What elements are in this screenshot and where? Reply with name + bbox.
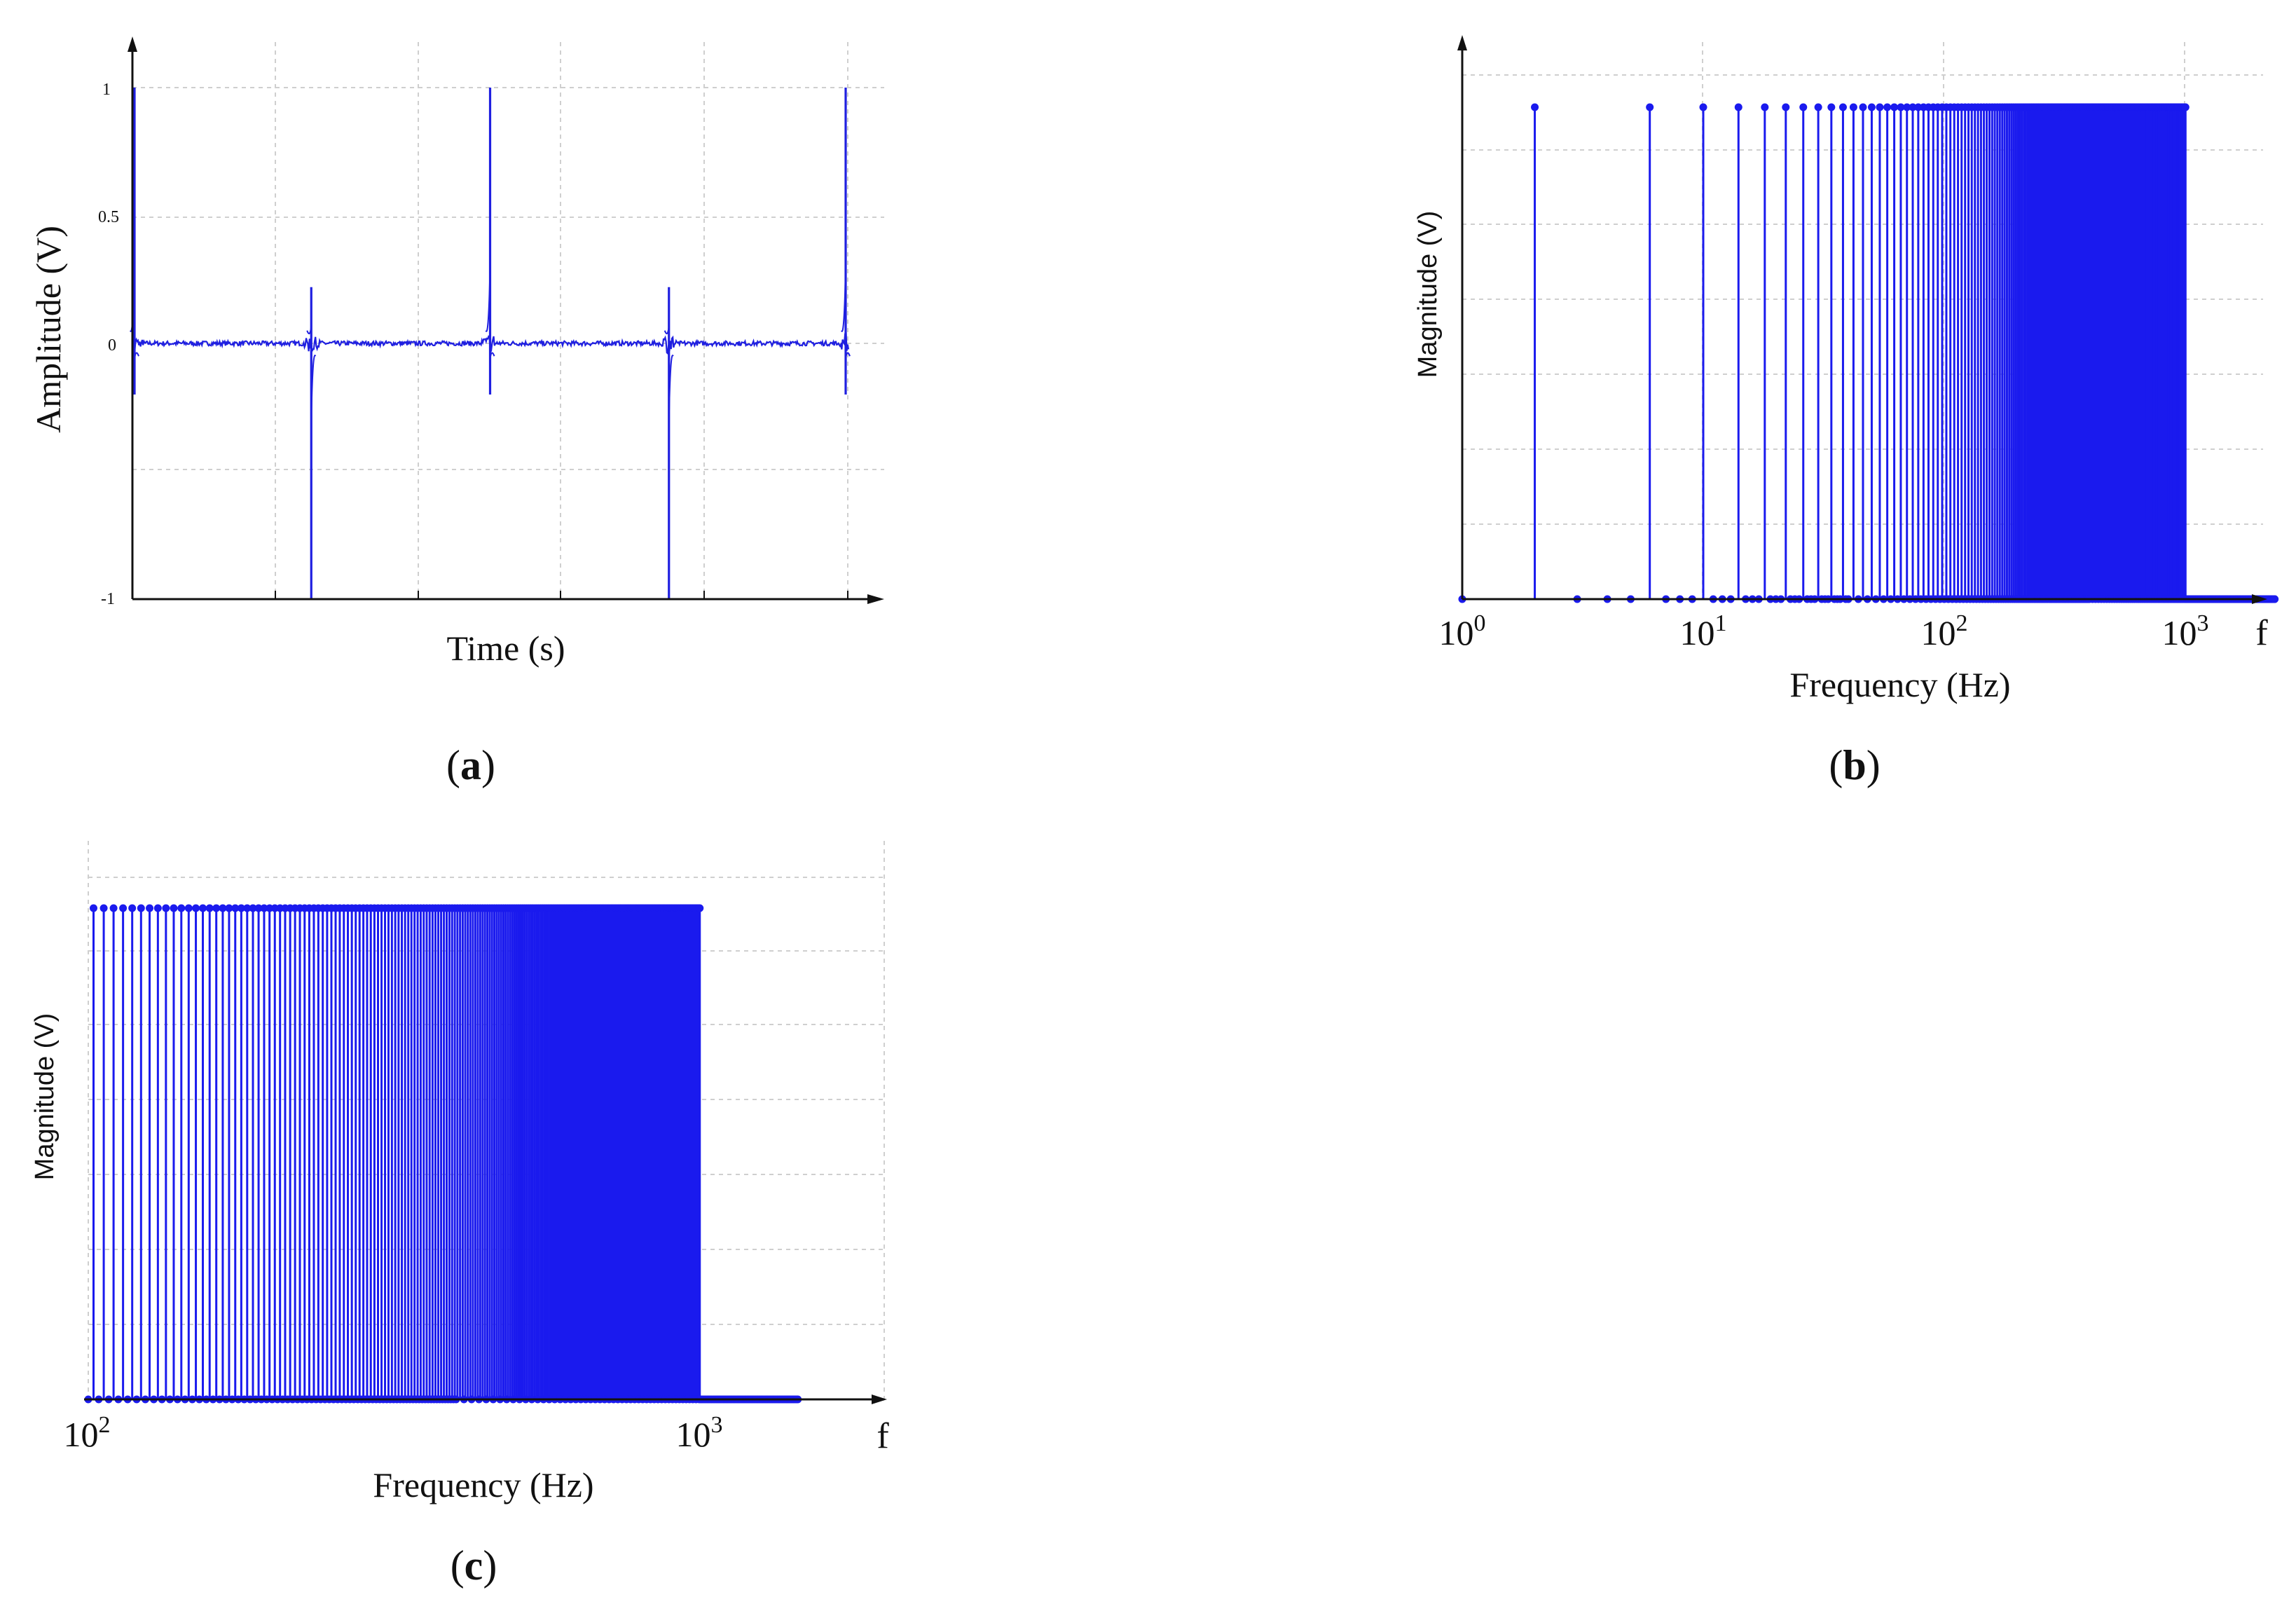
panel-c-caption: (c) bbox=[451, 1542, 497, 1589]
panel-b-harmonic-marker bbox=[2181, 103, 2190, 111]
panel-b-y-arrow bbox=[1457, 35, 1467, 50]
panel-b-xlabel: Frequency (Hz) bbox=[1789, 665, 2010, 704]
panel-b-xtick-label: 101 bbox=[1680, 610, 1727, 652]
panel-c-harmonic-marker bbox=[231, 904, 240, 912]
panel-c-harmonic-marker bbox=[128, 904, 137, 912]
panel-b-harmonic-marker bbox=[1761, 103, 1769, 111]
panel-b-harmonic-marker bbox=[1883, 103, 1892, 111]
panel-a-caption-letter: a bbox=[460, 742, 481, 788]
panel-c-harmonic-marker bbox=[119, 904, 128, 912]
panel-b-harmonic-marker bbox=[1734, 103, 1742, 111]
panel-b-f-label: f bbox=[2255, 613, 2268, 653]
panel-a-ylabel: Amplitude (V) bbox=[29, 226, 68, 433]
panel-c-harmonic-marker bbox=[254, 904, 263, 912]
panel-c-harmonic-marker bbox=[153, 904, 162, 912]
panel-c-harmonic-marker bbox=[137, 904, 145, 912]
panel-a-pulse-shoulder bbox=[664, 326, 670, 335]
panel-c-stems bbox=[84, 904, 802, 1404]
panel-c-harmonic-marker bbox=[170, 904, 178, 912]
panel-c-x-arrow bbox=[872, 1394, 887, 1404]
panel-b-spectrum: 100 101 102 103 f Frequency (Hz) Magnitude … bbox=[1413, 35, 2279, 788]
panel-b-zero-marker bbox=[2271, 595, 2279, 603]
panel-a-pulse-shoulder bbox=[845, 352, 851, 359]
panel-c-harmonic-marker bbox=[243, 904, 252, 912]
panel-c-harmonic-marker bbox=[696, 904, 704, 912]
panel-c-ylabel: Magnitude (V) bbox=[30, 1013, 60, 1181]
panel-c-grid bbox=[88, 841, 885, 1399]
panel-c-harmonic-marker bbox=[266, 904, 274, 912]
panel-a-pulse-shoulder bbox=[489, 352, 495, 359]
panel-b-harmonic-marker bbox=[1859, 103, 1867, 111]
panel-a-pulse-shoulder bbox=[310, 355, 317, 420]
panel-c-spectrum-zoom: 102 103 f Frequency (Hz) Magnitude (V) (c… bbox=[30, 841, 889, 1589]
panel-b-xtick-label: 100 bbox=[1439, 610, 1486, 652]
panel-a-signal bbox=[130, 88, 851, 599]
panel-a-ticks bbox=[275, 591, 848, 599]
panel-b-xtick-label: 102 bbox=[1921, 610, 1968, 652]
panel-a-ytick: 0 bbox=[108, 336, 116, 355]
panel-b-x-arrow bbox=[2252, 594, 2267, 604]
panel-c-xtick-label: 103 bbox=[676, 1412, 723, 1454]
panel-a-xlabel: Time (s) bbox=[446, 629, 565, 668]
panel-c-caption-letter: c bbox=[465, 1542, 483, 1589]
panel-c-harmonic-marker bbox=[219, 904, 227, 912]
panel-a-pulse-shoulder bbox=[134, 352, 139, 359]
panel-c-xlabel: Frequency (Hz) bbox=[373, 1465, 593, 1504]
panel-a-y-arrow bbox=[128, 36, 137, 52]
panel-b-harmonic-marker bbox=[1799, 103, 1808, 111]
panel-a-x-arrow bbox=[867, 594, 884, 604]
panel-c-harmonic-marker bbox=[260, 904, 268, 912]
panel-b-harmonic-marker bbox=[1867, 103, 1876, 111]
panel-b-harmonic-marker bbox=[1876, 103, 1884, 111]
panel-b-caption: (b) bbox=[1829, 742, 1880, 788]
panel-c-harmonic-marker bbox=[205, 904, 214, 912]
panel-b-harmonic-marker bbox=[1897, 103, 1905, 111]
panel-a-caption: (a) bbox=[446, 742, 495, 788]
panel-a-pulse-shoulder bbox=[668, 355, 674, 420]
panel-a-pulse-shoulder bbox=[841, 266, 846, 332]
panel-c-harmonic-marker bbox=[212, 904, 221, 912]
panel-c-harmonic-marker bbox=[199, 904, 207, 912]
panel-c-harmonic-marker bbox=[225, 904, 233, 912]
panel-c-harmonic-marker bbox=[146, 904, 154, 912]
panel-c-harmonic-marker bbox=[109, 904, 118, 912]
panel-b-ylabel: Magnitude (V) bbox=[1413, 211, 1443, 378]
panel-a-grid bbox=[132, 42, 884, 599]
panel-b-harmonic-marker bbox=[1827, 103, 1836, 111]
panel-b-stems bbox=[1458, 103, 2279, 603]
panel-c-harmonic-marker bbox=[162, 904, 170, 912]
panel-c-harmonic-marker bbox=[184, 904, 193, 912]
panel-c-f-label: f bbox=[877, 1416, 889, 1456]
panel-b-harmonic-marker bbox=[1849, 103, 1857, 111]
panel-b-harmonic-marker bbox=[1699, 103, 1707, 111]
panel-b-harmonic-marker bbox=[1909, 103, 1917, 111]
panel-a-time-signal: 1 0.5 0 -1 Time (s) Amplitude (V) (a) bbox=[29, 36, 884, 788]
panel-b-harmonic-marker bbox=[1782, 103, 1790, 111]
panel-c-harmonic-marker bbox=[237, 904, 245, 912]
panel-b-harmonic-marker bbox=[1646, 103, 1654, 111]
panel-b-caption-letter: b bbox=[1843, 742, 1866, 788]
panel-c-xticks: 102 103 bbox=[64, 1412, 723, 1454]
panel-b-harmonic-marker bbox=[1814, 103, 1822, 111]
panel-c-harmonic-marker bbox=[89, 904, 97, 912]
panel-c-harmonic-marker bbox=[249, 904, 257, 912]
panel-b-harmonic-marker bbox=[1903, 103, 1911, 111]
panel-c-harmonic-marker bbox=[192, 904, 200, 912]
panel-b-harmonic-marker bbox=[1531, 103, 1539, 111]
panel-a-pulse-shoulder bbox=[485, 266, 491, 332]
panel-b-xtick-label: 103 bbox=[2162, 610, 2209, 652]
panel-c-harmonic-marker bbox=[99, 904, 108, 912]
panel-b-harmonic-marker bbox=[1838, 103, 1847, 111]
panel-b-harmonic-marker bbox=[1890, 103, 1899, 111]
panel-a-ytick: 0.5 bbox=[98, 208, 119, 226]
panel-c-harmonic-marker bbox=[177, 904, 186, 912]
panel-a-ytick: 1 bbox=[102, 81, 111, 99]
panel-a-pulse-shoulder bbox=[306, 326, 312, 335]
panel-a-ytick: -1 bbox=[101, 590, 115, 608]
panel-b-xticks: 100 101 102 103 bbox=[1439, 610, 2209, 652]
panel-c-xtick-label: 102 bbox=[64, 1412, 111, 1454]
